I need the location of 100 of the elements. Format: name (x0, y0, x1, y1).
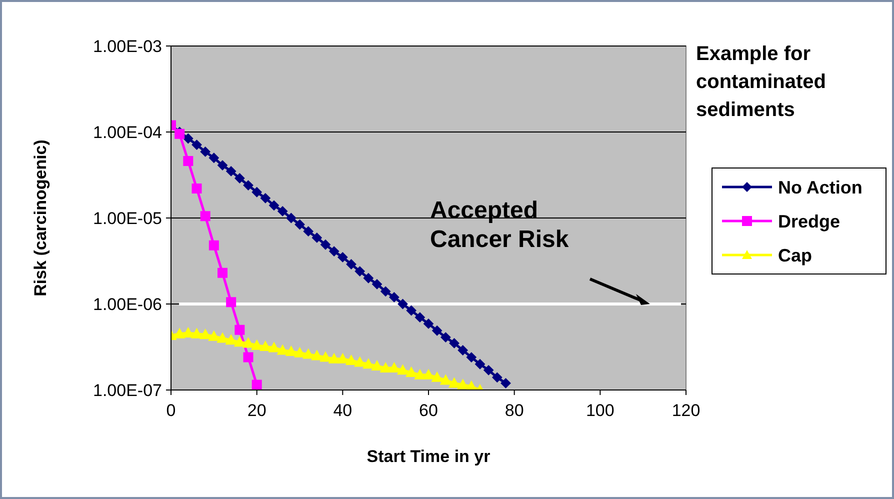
point (251, 340, 262, 350)
point (294, 347, 306, 358)
point (286, 213, 296, 223)
point (242, 338, 254, 348)
point (414, 369, 426, 380)
legend-label: Cap (778, 245, 812, 266)
y-tick-label: 1.00E-05 (93, 208, 162, 228)
y-tick-label: 1.00E-06 (93, 294, 162, 314)
x-tick-label: 120 (672, 401, 700, 420)
point (492, 372, 502, 382)
point (440, 374, 452, 385)
point (260, 193, 270, 204)
point (500, 378, 511, 388)
point (440, 332, 451, 342)
point (432, 326, 442, 336)
point (354, 356, 366, 367)
point (174, 328, 186, 338)
point (372, 360, 382, 371)
point (200, 329, 211, 340)
point (243, 180, 254, 190)
x-tick-label: 60 (419, 401, 438, 420)
point (466, 352, 476, 362)
point (406, 366, 417, 377)
point (312, 232, 322, 243)
point (218, 268, 228, 278)
x-tick-label: 40 (333, 401, 352, 420)
point (406, 306, 416, 316)
point (398, 299, 408, 309)
legend-label: Dredge (778, 211, 840, 232)
point (362, 358, 374, 369)
point (217, 332, 228, 343)
point (354, 266, 365, 276)
x-tick-label: 0 (166, 401, 176, 420)
legend-label: No Action (778, 177, 862, 198)
point (218, 160, 228, 170)
point (372, 279, 382, 290)
x-tick-label: 20 (247, 401, 266, 420)
point (449, 338, 460, 348)
point (475, 359, 485, 370)
point (200, 146, 210, 157)
point (423, 369, 434, 380)
point (277, 344, 288, 355)
point (302, 348, 314, 359)
point (311, 350, 322, 360)
y-tick-label: 1.00E-07 (93, 380, 162, 400)
point (226, 334, 237, 345)
point (252, 380, 262, 390)
point (269, 200, 279, 210)
point (208, 152, 219, 163)
point (208, 240, 219, 250)
point (380, 362, 392, 373)
point (226, 166, 236, 176)
point (363, 273, 374, 284)
point (320, 352, 331, 362)
point (337, 353, 348, 364)
point (182, 328, 194, 338)
point (397, 364, 408, 375)
point (252, 187, 262, 198)
point (320, 240, 330, 250)
point (183, 156, 194, 166)
point (294, 220, 305, 230)
x-tick-label: 80 (504, 401, 524, 420)
point (432, 372, 443, 382)
point (303, 226, 314, 236)
point (278, 206, 288, 216)
point (388, 362, 400, 373)
x-tick-label: 100 (586, 401, 614, 420)
point (286, 346, 297, 356)
point (414, 312, 425, 322)
y-tick-label: 1.00E-04 (93, 122, 162, 142)
point (268, 342, 280, 352)
point (234, 173, 245, 184)
point (457, 379, 468, 390)
x-axis-title: Start Time in yr (366, 447, 491, 466)
point (458, 345, 468, 356)
text: Example for contaminated sediments (696, 43, 826, 121)
point (243, 352, 254, 362)
point (424, 318, 434, 329)
annotation: Accepted Cancer Risk (430, 197, 570, 253)
point (484, 365, 494, 376)
point (234, 324, 245, 335)
point (329, 246, 340, 256)
point (380, 286, 391, 296)
point (183, 134, 194, 144)
point (192, 184, 202, 194)
y-tick-label: 1.00E-03 (93, 36, 162, 56)
point (389, 292, 400, 302)
point (346, 259, 356, 270)
point (200, 211, 210, 222)
point (208, 330, 220, 341)
point (234, 336, 246, 347)
point (338, 252, 348, 262)
y-axis-title: Risk (carcinogenic) (31, 140, 50, 296)
point (260, 341, 271, 352)
point (226, 297, 236, 308)
point (192, 140, 202, 150)
point (328, 353, 340, 364)
point (191, 328, 202, 338)
point (448, 378, 460, 388)
point (346, 355, 357, 366)
